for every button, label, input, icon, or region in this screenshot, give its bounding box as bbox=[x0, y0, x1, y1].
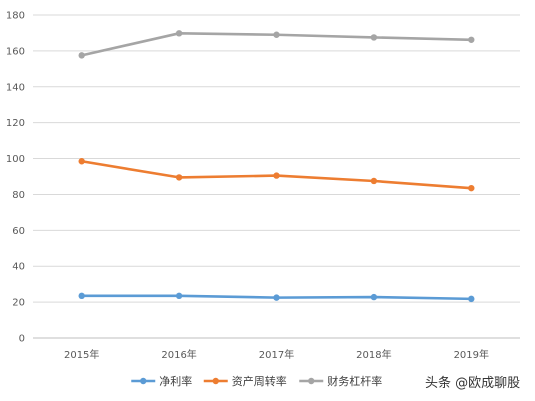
y-tick-label: 40 bbox=[12, 262, 25, 273]
x-axis: 2015年 2016年 2017年 2018年 2019年 bbox=[64, 348, 489, 361]
y-axis: 0 20 40 60 80 100 120 140 160 180 bbox=[6, 11, 25, 345]
data-point bbox=[468, 184, 475, 192]
data-point bbox=[78, 158, 85, 165]
data-point bbox=[370, 34, 378, 41]
legend-swatch-marker bbox=[140, 377, 147, 385]
data-point bbox=[468, 36, 475, 43]
data-point bbox=[175, 174, 183, 181]
data-point bbox=[78, 52, 85, 59]
legend: 净利率 资产周转率 财务杠杆率 bbox=[131, 374, 382, 388]
legend-swatch-marker bbox=[212, 377, 219, 385]
y-tick-label: 0 bbox=[19, 334, 25, 345]
series-1 bbox=[78, 292, 475, 303]
data-point bbox=[370, 293, 378, 301]
x-tick-label: 2018年 bbox=[356, 348, 391, 361]
legend-label: 资产周转率 bbox=[232, 374, 287, 388]
y-tick-label: 120 bbox=[6, 118, 25, 129]
y-tick-label: 100 bbox=[6, 154, 25, 165]
y-tick-label: 180 bbox=[6, 11, 25, 22]
legend-item-2: 资产周转率 bbox=[203, 374, 287, 388]
x-tick-label: 2016年 bbox=[161, 348, 196, 361]
series-2 bbox=[78, 158, 475, 192]
watermark: 头条 @欧成聊股 bbox=[425, 375, 520, 391]
data-point bbox=[273, 172, 280, 179]
gridlines bbox=[33, 14, 520, 339]
data-point bbox=[273, 31, 280, 38]
series-group bbox=[78, 30, 475, 303]
data-point bbox=[468, 295, 475, 303]
legend-label: 财务杠杆率 bbox=[327, 374, 382, 388]
legend-swatch-marker bbox=[308, 377, 315, 385]
y-tick-label: 80 bbox=[12, 190, 25, 201]
data-point bbox=[370, 177, 378, 185]
x-tick-label: 2019年 bbox=[454, 348, 489, 361]
x-tick-label: 2017年 bbox=[259, 348, 294, 361]
legend-label: 净利率 bbox=[159, 374, 192, 388]
y-tick-label: 140 bbox=[6, 82, 25, 93]
data-point bbox=[175, 292, 183, 300]
legend-item-3: 财务杠杆率 bbox=[299, 374, 382, 388]
data-point bbox=[273, 294, 280, 301]
legend-item-1: 净利率 bbox=[131, 374, 192, 388]
data-point bbox=[78, 292, 85, 300]
y-tick-label: 160 bbox=[6, 46, 25, 57]
y-tick-label: 60 bbox=[12, 226, 25, 237]
data-point bbox=[175, 30, 183, 37]
series-3 bbox=[78, 30, 475, 59]
y-tick-label: 20 bbox=[12, 298, 25, 309]
x-tick-label: 2015年 bbox=[64, 348, 99, 361]
